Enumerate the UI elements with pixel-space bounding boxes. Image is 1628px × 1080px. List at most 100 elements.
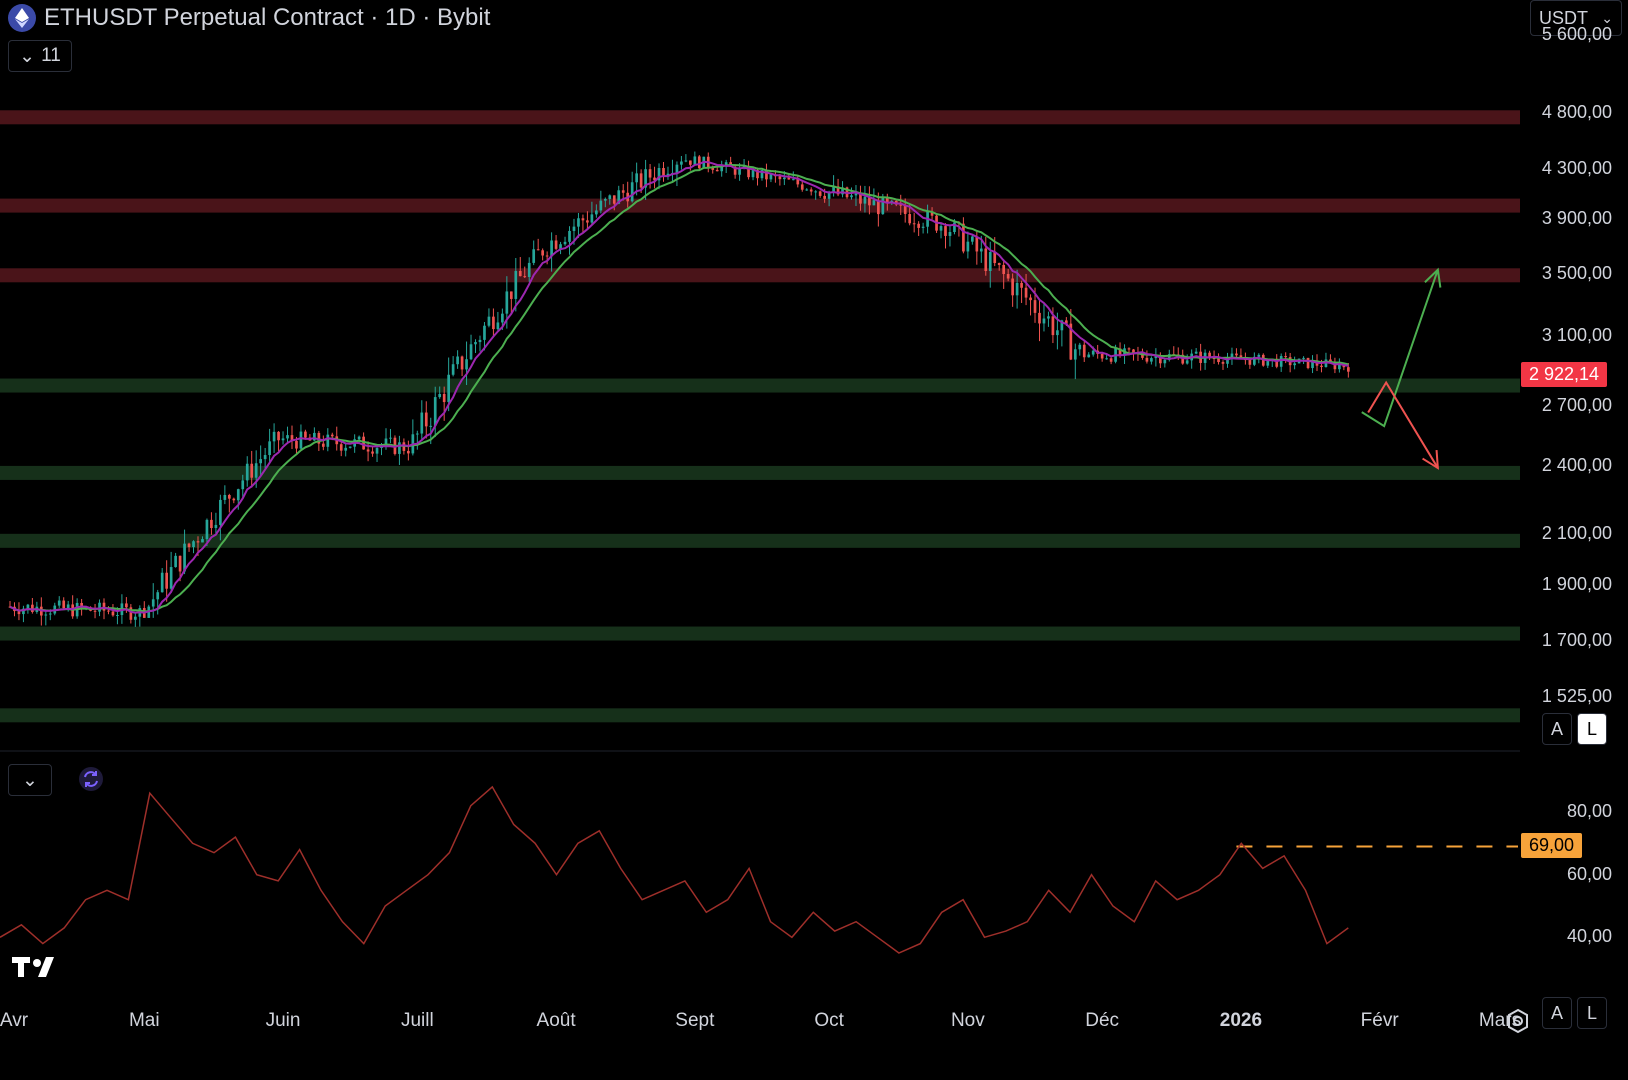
candle-154	[697, 155, 701, 171]
candle-216	[975, 230, 979, 265]
candle-10	[53, 602, 57, 616]
candle-75	[344, 443, 348, 457]
chart-title: ETHUSDT Perpetual Contract · 1D · Bybit	[8, 4, 490, 32]
candle-112	[509, 291, 513, 313]
candle-53	[245, 456, 249, 487]
ma-fast-line	[9, 160, 1349, 614]
time-tick-5: Sept	[675, 1010, 715, 1031]
candle-224	[1011, 273, 1014, 307]
candle-120	[545, 251, 549, 265]
candle-121	[550, 232, 553, 272]
candle-204	[921, 222, 925, 234]
support-zone-1	[0, 465, 1520, 480]
candle-97	[442, 386, 446, 421]
candle-49	[227, 493, 231, 513]
candle-254	[1145, 350, 1149, 364]
candle-206	[930, 207, 934, 220]
candle-143	[648, 164, 652, 189]
currency-selector[interactable]: USDT ⌄	[1530, 0, 1622, 36]
candle-3	[22, 605, 25, 623]
candle-57	[263, 448, 267, 470]
candle-60	[277, 431, 280, 452]
candle-286	[1288, 352, 1292, 373]
candle-251	[1132, 348, 1135, 361]
candle-209	[944, 223, 947, 249]
candle-43	[201, 536, 204, 543]
chevron-down-icon: ⌄	[1601, 9, 1613, 26]
candle-227	[1024, 273, 1028, 306]
candle-47	[219, 494, 222, 541]
rsi-log-scale-button[interactable]: L	[1577, 997, 1607, 1029]
candle-191	[863, 185, 867, 213]
candle-238	[1073, 343, 1077, 380]
price-tick-7: 2 400,00	[1541, 454, 1612, 475]
candle-162	[733, 164, 737, 179]
settings-gear-icon[interactable]	[1505, 1008, 1531, 1039]
candle-214	[966, 231, 970, 259]
candle-246	[1109, 356, 1113, 365]
candle-257	[1159, 352, 1162, 369]
candle-213	[962, 217, 965, 254]
candle-202	[912, 212, 916, 233]
candle-153	[693, 151, 697, 165]
candle-146	[662, 161, 665, 182]
currency-label: USDT	[1539, 7, 1588, 28]
ma-slow-line	[9, 163, 1349, 613]
candle-12	[62, 597, 66, 610]
candle-70	[321, 435, 325, 451]
candle-74	[339, 442, 343, 457]
candle-240	[1082, 339, 1086, 362]
candle-76	[348, 446, 352, 449]
candle-85	[389, 428, 392, 444]
candle-105	[478, 335, 482, 352]
candle-232	[1047, 311, 1050, 327]
candle-237	[1069, 308, 1073, 361]
candle-131	[595, 204, 598, 218]
candle-239	[1078, 342, 1082, 356]
candle-101	[460, 355, 464, 377]
candle-273	[1230, 347, 1234, 365]
candle-290	[1306, 357, 1310, 370]
candle-177	[800, 181, 804, 192]
rsi-tick-1: 60,00	[1566, 863, 1612, 884]
candle-54	[250, 450, 254, 488]
candle-201	[908, 204, 912, 226]
indicators-toggle-button[interactable]: ⌄ 11	[8, 40, 72, 72]
candle-165	[747, 160, 750, 180]
candle-169	[765, 163, 768, 188]
candle-19	[93, 603, 97, 619]
candle-24	[116, 607, 119, 625]
candle-107	[487, 308, 491, 328]
candle-294	[1324, 352, 1328, 368]
rsi-collapse-button[interactable]: ⌄	[8, 764, 52, 796]
candle-40	[187, 542, 191, 552]
candle-199	[899, 194, 903, 215]
symbol-title[interactable]: ETHUSDT Perpetual Contract · 1D · Bybit	[44, 4, 491, 31]
candle-123	[559, 241, 562, 255]
chevron-down-icon: ⌄	[19, 45, 36, 67]
resistance-zone-2	[0, 268, 1520, 283]
candle-192	[868, 186, 871, 215]
candle-102	[465, 341, 468, 385]
candle-210	[948, 225, 952, 247]
candle-56	[259, 445, 263, 477]
candle-108	[492, 308, 495, 338]
candle-95	[433, 386, 437, 438]
candle-92	[420, 400, 424, 441]
candle-159	[720, 160, 724, 177]
auto-scale-button[interactable]: A	[1542, 713, 1572, 745]
candle-291	[1311, 355, 1314, 374]
tradingview-logo-icon	[12, 955, 62, 984]
candle-193	[872, 188, 876, 206]
sr-zones	[0, 110, 1520, 723]
sync-icon[interactable]	[78, 766, 104, 797]
candle-45	[210, 512, 213, 535]
candle-89	[407, 440, 410, 461]
rsi-auto-scale-button[interactable]: A	[1542, 997, 1572, 1029]
candle-114	[518, 257, 522, 277]
candle-255	[1150, 356, 1153, 365]
candle-28	[133, 612, 137, 627]
candle-5	[31, 598, 34, 614]
log-scale-button[interactable]: L	[1577, 713, 1607, 745]
